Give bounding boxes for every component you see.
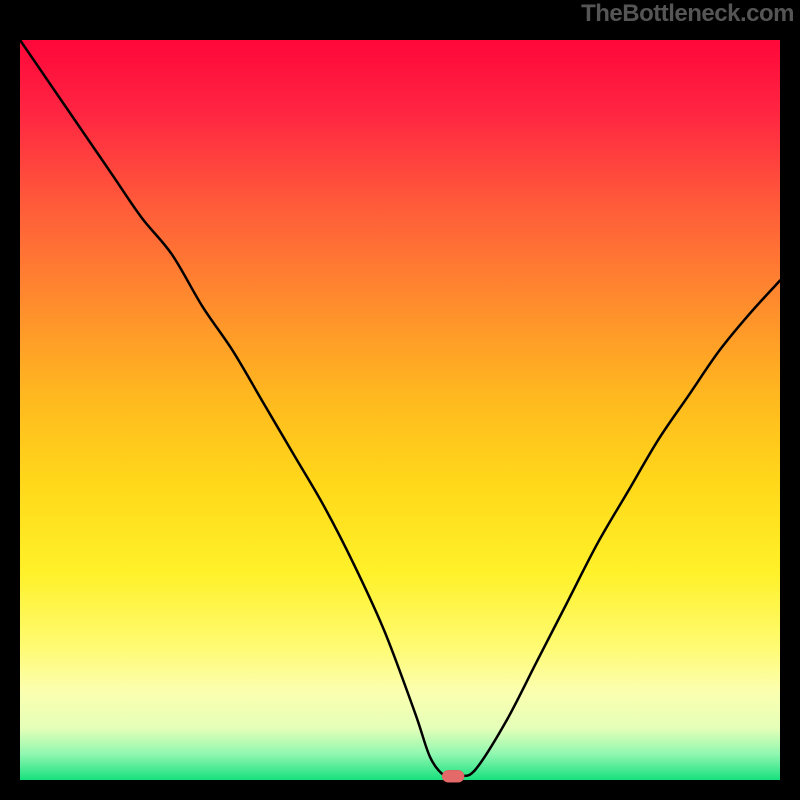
- bottleneck-chart: TheBottleneck.com: [0, 0, 800, 800]
- chart-svg: [0, 0, 800, 800]
- attribution-label: TheBottleneck.com: [581, 0, 794, 28]
